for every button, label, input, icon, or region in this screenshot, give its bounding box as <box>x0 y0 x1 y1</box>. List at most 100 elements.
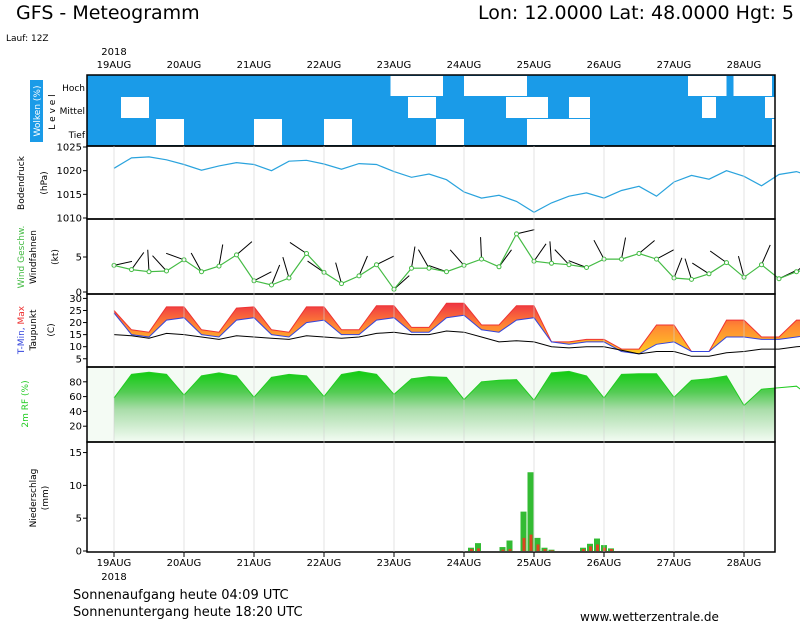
site-url: www.wetterzentrale.de <box>580 610 719 624</box>
precip-bar-rain <box>506 540 513 551</box>
humidity-panel: 20 40 60 80 <box>69 367 800 442</box>
wind-point <box>164 268 169 274</box>
wind-point <box>759 262 764 268</box>
page-title: GFS - Meteogramm <box>16 2 200 24</box>
precip-bar-convective <box>610 549 613 551</box>
wind-point <box>304 251 309 256</box>
cloud-label-bg <box>30 80 43 142</box>
precip-tick-label: 10 <box>69 481 82 492</box>
cloud-gaps <box>121 76 775 145</box>
date-tick-label: 22AUG <box>307 60 342 71</box>
precip-bar-convective <box>603 547 606 551</box>
pressure-line <box>113 156 800 213</box>
humidity-tick-label: 40 <box>69 407 82 418</box>
date-tick-label: 23AUG <box>377 558 412 569</box>
pressure-tick-label: 1015 <box>57 190 82 201</box>
dewpoint-label: Taupunkt <box>29 309 39 352</box>
precip-unit: (mm) <box>41 486 51 511</box>
wind-barb <box>593 239 605 260</box>
cloud-gap <box>464 76 527 96</box>
precip-bar-convective <box>550 550 554 551</box>
wind-barb <box>673 257 683 279</box>
cloud-ylabel: Wolken (%) <box>33 86 43 137</box>
wind-barb <box>147 249 150 272</box>
wind-point <box>706 271 712 277</box>
cloud-gap <box>436 119 464 145</box>
humidity-tick-label: 20 <box>69 422 82 433</box>
cloud-gap <box>688 76 727 96</box>
date-tick-label: 25AUG <box>517 60 552 71</box>
temperature-unit: (C) <box>47 323 57 336</box>
wind-barb <box>282 256 290 279</box>
sunset-text: Sonnenuntergang heute 18:20 UTC <box>73 605 303 620</box>
wind-barb <box>131 252 145 270</box>
date-tick-label: 27AUG <box>657 60 692 71</box>
wind-barb <box>737 256 745 278</box>
cloud-gap <box>527 119 590 145</box>
model-run-label: Lauf: 12Z <box>6 34 49 44</box>
wind-barb <box>271 264 281 286</box>
cloud-gap <box>408 97 436 118</box>
pressure-ylabel: Bodendruck <box>17 155 27 210</box>
wind-barb <box>638 240 655 254</box>
wind-barb <box>516 229 535 235</box>
cloud-gap <box>156 119 184 145</box>
precip-bar-convective <box>470 549 473 551</box>
temperature-tick-label: 25 <box>69 306 82 317</box>
panel-y-labels: Bodendruck (hPa) Wind Geschw. Windfahnen (kt… <box>17 155 61 527</box>
wind-barb <box>709 250 727 264</box>
wind-point <box>374 262 379 268</box>
wind-speed-line <box>113 232 800 291</box>
cloud-level-labels: Hoch Mittel Tief L e v e l Wolken (%) <box>30 80 86 142</box>
wind-point <box>286 275 292 281</box>
wind-panel: 05 <box>76 229 800 299</box>
wind-point <box>339 281 344 287</box>
pressure-tick-label: 1025 <box>57 143 82 154</box>
precip-ylabel: Niederschlag <box>29 469 39 528</box>
precip-bar-convective <box>477 548 480 551</box>
humidity-tick-label: 80 <box>69 377 82 388</box>
cloud-gap <box>772 119 775 145</box>
pressure-unit: (hPa) <box>40 171 50 194</box>
precip-bar-convective <box>522 537 526 551</box>
wind-point <box>724 260 729 266</box>
wind-barb <box>190 252 202 272</box>
wind-sublabel: Windfahnen <box>29 230 39 284</box>
date-tick-label: 28AUG <box>727 558 762 569</box>
precip-bar-rain <box>475 543 481 551</box>
wind-barb <box>684 258 692 280</box>
wind-barb <box>417 249 430 269</box>
wind-point <box>776 276 782 282</box>
wind-barb <box>656 249 674 260</box>
wind-point <box>129 267 134 273</box>
date-tick-label: 23AUG <box>377 60 412 71</box>
wind-barb <box>166 252 185 261</box>
wind-point <box>146 269 152 275</box>
wind-barb <box>533 243 547 262</box>
cloud-level-axis-label: L e v e l <box>48 94 58 129</box>
wind-barb <box>113 260 133 266</box>
wind-barb <box>549 241 552 264</box>
wind-barb <box>218 244 224 267</box>
date-tick-label: 19AUG <box>97 558 132 569</box>
wind-barb <box>692 262 710 275</box>
location-readout: Lon: 12.0000 Lat: 48.0000 Hgt: 5 <box>477 2 794 24</box>
precip-bar-convective <box>508 549 512 551</box>
wind-barb <box>307 260 325 273</box>
wind-barb <box>568 260 587 268</box>
precip-tick-label: 0 <box>76 547 82 558</box>
temperature-tick-label: 20 <box>69 318 82 329</box>
wind-barb <box>289 242 307 254</box>
cloud-gap <box>569 97 590 118</box>
wind-point <box>269 282 274 288</box>
date-tick-label: 22AUG <box>307 558 342 569</box>
wind-point <box>584 265 589 270</box>
precip-bar-rain <box>527 472 534 551</box>
wind-tick-label: 0 <box>76 288 82 299</box>
wind-barb <box>152 255 167 272</box>
wind-point <box>566 262 572 268</box>
temperature-tick-label: 10 <box>69 342 82 353</box>
date-tick-label: 25AUG <box>517 558 552 569</box>
date-tick-label: 20AUG <box>167 558 202 569</box>
cloud-gap <box>474 76 489 96</box>
